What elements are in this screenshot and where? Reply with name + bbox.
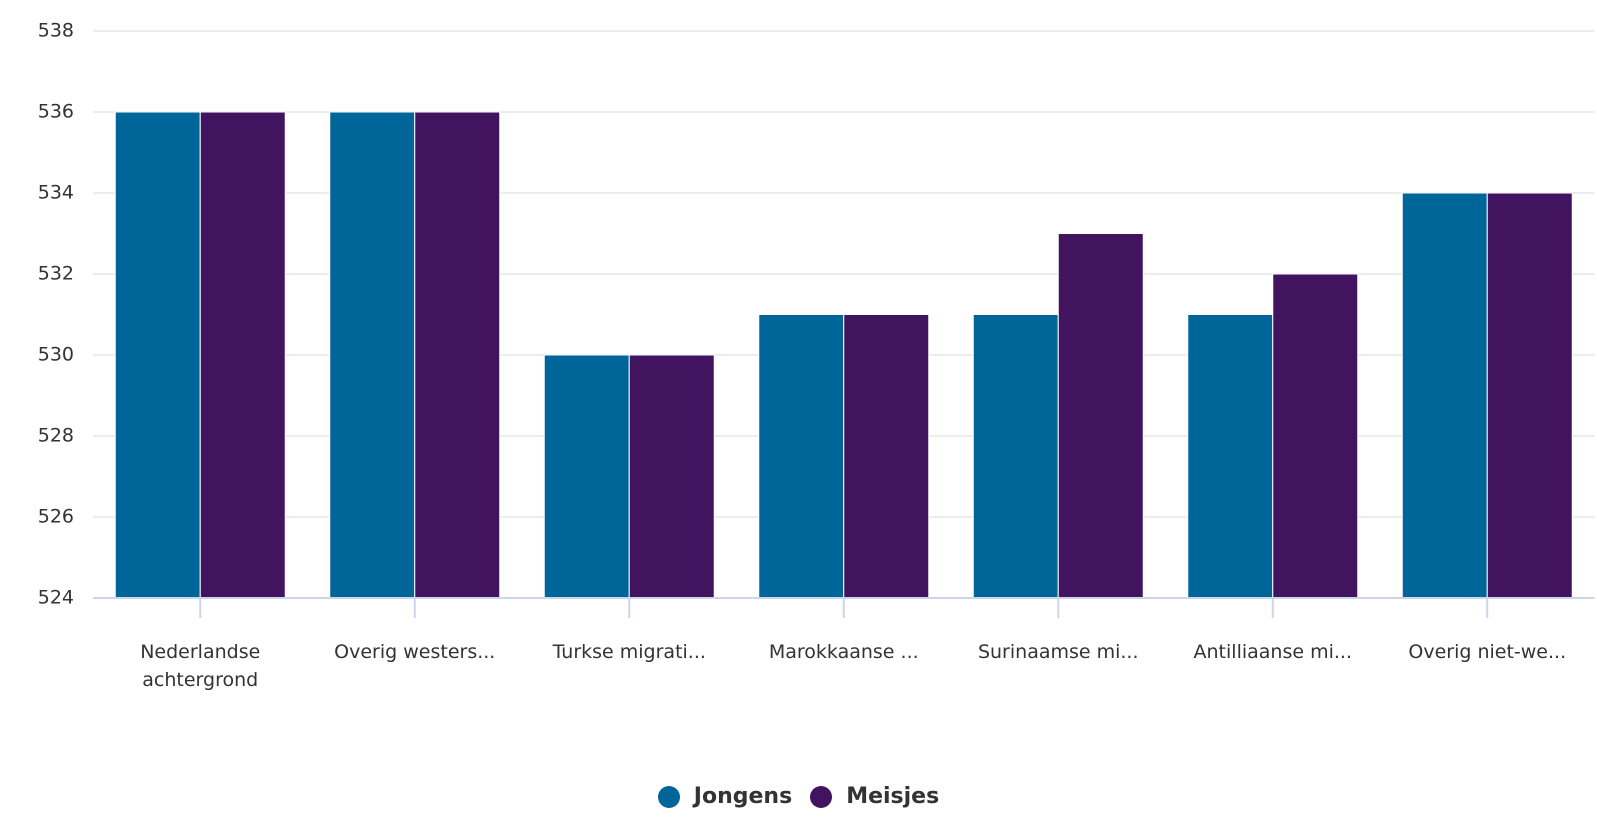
- bar: [1272, 273, 1359, 599]
- bar: [329, 111, 416, 599]
- legend-item[interactable]: Jongens: [657, 784, 793, 809]
- y-tick-label: 524: [38, 587, 74, 609]
- legend: Jongens Meisjes: [0, 784, 1597, 809]
- legend-marker: [657, 785, 680, 808]
- y-tick-label: 530: [38, 344, 74, 366]
- legend-item[interactable]: Meisjes: [810, 784, 939, 809]
- x-tick-label: Overig niet-we...: [1408, 641, 1567, 663]
- bar: [758, 314, 845, 599]
- bar: [1486, 192, 1573, 599]
- y-tick-label: 538: [38, 20, 74, 42]
- bar: [199, 111, 286, 599]
- bar: [114, 111, 201, 599]
- y-tick-label: 528: [38, 425, 74, 447]
- bar: [843, 314, 930, 599]
- y-tick-label: 536: [38, 101, 74, 123]
- x-tick-label: Nederlandse achtergrond: [140, 641, 261, 691]
- y-tick-label: 526: [38, 506, 74, 528]
- legend-marker: [810, 785, 833, 808]
- bar: [543, 354, 630, 599]
- bar: [972, 314, 1059, 599]
- bar: [628, 354, 715, 599]
- x-tick-label: Surinaamse mi...: [977, 641, 1139, 663]
- y-tick-label: 532: [38, 263, 74, 285]
- legend-label: Jongens: [693, 784, 793, 809]
- x-tick-label: Marokkaanse ...: [768, 641, 919, 663]
- bar: [1057, 233, 1144, 599]
- bar: [1187, 314, 1274, 599]
- legend-label: Meisjes: [846, 784, 940, 809]
- bar: [1401, 192, 1488, 599]
- x-tick-label: Overig westers...: [334, 641, 496, 663]
- y-tick-label: 534: [38, 182, 74, 204]
- x-tick-label: Antilliaanse mi...: [1193, 641, 1352, 663]
- x-tick-label: Turkse migrati...: [552, 641, 706, 663]
- bar: [414, 111, 501, 599]
